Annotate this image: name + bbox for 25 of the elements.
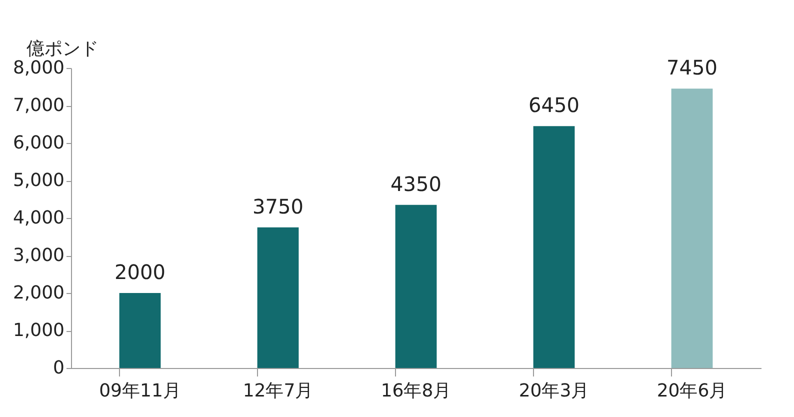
x-tick-label: 16年8月 bbox=[380, 380, 452, 402]
y-tick-label: 1,000 bbox=[12, 320, 64, 341]
y-tick-label: 5,000 bbox=[12, 170, 64, 191]
y-tick-label: 4,000 bbox=[12, 208, 64, 228]
y-tick-label: 3,000 bbox=[12, 245, 64, 266]
x-tick-label: 09年11月 bbox=[99, 380, 181, 402]
x-tick-label: 20年3月 bbox=[518, 380, 590, 402]
y-tick-label: 6,000 bbox=[12, 132, 64, 154]
x-tick-label: 20年6月 bbox=[656, 380, 728, 402]
data-label: 2000 bbox=[114, 260, 166, 284]
bar bbox=[257, 227, 299, 368]
y-axis-title: 億ポンド bbox=[26, 38, 98, 60]
bar bbox=[671, 88, 713, 368]
x-tick-label: 12年7月 bbox=[242, 380, 314, 402]
y-tick-label: 7,000 bbox=[12, 95, 64, 116]
data-label: 4350 bbox=[390, 172, 442, 196]
data-label: 7450 bbox=[666, 56, 718, 80]
data-label: 3750 bbox=[252, 194, 304, 218]
data-label: 6450 bbox=[528, 93, 580, 118]
y-tick-label: 8,000 bbox=[12, 58, 64, 78]
bar bbox=[395, 204, 437, 368]
bar bbox=[533, 126, 575, 368]
y-tick-label: 2,000 bbox=[12, 282, 64, 304]
y-tick-label: 0 bbox=[53, 358, 64, 378]
bar bbox=[119, 293, 161, 368]
